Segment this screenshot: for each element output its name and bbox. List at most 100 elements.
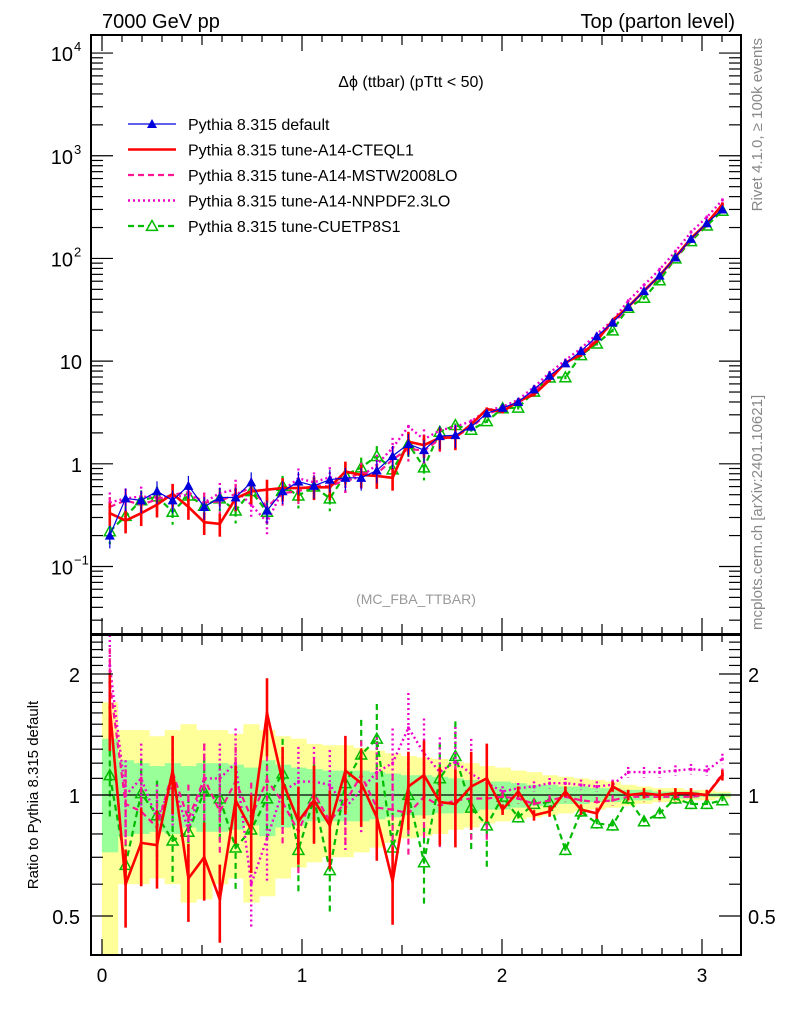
main-point [623, 301, 634, 311]
ratio-point [579, 808, 583, 812]
x-tick-label: 1 [297, 966, 308, 987]
ratio-point [359, 781, 363, 785]
main-point [324, 474, 335, 484]
x-tick-label: 3 [697, 966, 708, 987]
ratio-point [595, 784, 599, 788]
main-point [108, 511, 112, 515]
ratio-point [186, 817, 190, 821]
main-point [230, 492, 241, 502]
main-point [626, 299, 630, 303]
plot-title: Δϕ (ttbar) (pTtt < 50) [338, 74, 483, 91]
main-series-1 [108, 202, 724, 537]
y-tick-label: 10 [51, 44, 73, 66]
ratio-point [375, 815, 379, 819]
ratio-point [171, 769, 175, 773]
ratio-point [218, 809, 222, 813]
main-point [591, 331, 602, 341]
main-point [560, 358, 571, 368]
ratio-point [511, 810, 525, 823]
main-point [689, 230, 693, 234]
ratio-point [453, 802, 457, 806]
main-point [202, 520, 206, 524]
main-point [670, 252, 681, 262]
main-point [391, 476, 395, 480]
ratio-point [228, 840, 243, 853]
ratio-point [642, 791, 646, 795]
ratio-point [417, 855, 431, 868]
main-point [558, 370, 573, 383]
y-tick-label-exponent: 3 [74, 142, 81, 157]
ratio-point [501, 808, 505, 812]
ratio-point [391, 808, 395, 812]
ratio-point [186, 876, 190, 880]
ratio-point [684, 796, 698, 810]
ratio-point [108, 663, 112, 667]
ratio-point [323, 863, 337, 876]
main-point [532, 393, 536, 397]
main-point [658, 268, 662, 272]
ratio-point [391, 761, 395, 765]
main-series-0 [104, 204, 728, 549]
legend-entry: Pythia 8.315 tune-A14-MSTW2008LO [128, 168, 457, 185]
y-tick-label: 1 [71, 455, 82, 477]
main-point [481, 408, 492, 418]
ratio-line [108, 682, 724, 835]
ratio-point [595, 800, 599, 804]
main-point [387, 451, 398, 461]
ratio-point [213, 791, 227, 804]
main-point [340, 472, 351, 482]
legend-label: Pythia 8.315 tune-CUETP8S1 [188, 219, 401, 236]
ratio-point [689, 791, 693, 795]
main-point [450, 430, 461, 440]
ratio-point [532, 784, 536, 788]
ratio-point [328, 783, 332, 787]
header-left-label: 7000 GeV pp [102, 11, 220, 33]
ratio-point [165, 833, 180, 846]
main-point [246, 477, 257, 487]
y-tick-label-exponent: 2 [74, 244, 81, 259]
legend-entry: Pythia 8.315 default [128, 117, 330, 134]
y-tick-label-exponent: −1 [74, 552, 89, 567]
ratio-point [406, 726, 410, 730]
ratio-point [700, 796, 714, 810]
main-series-3 [108, 198, 724, 536]
main-point [529, 384, 539, 394]
ratio-point [689, 767, 693, 771]
ratio-point [595, 811, 599, 815]
ratio-y-tick-label-right: 1 [748, 786, 759, 808]
ratio-point [265, 711, 269, 715]
main-point [214, 492, 225, 502]
ratio-point [375, 770, 379, 774]
ratio-point [406, 784, 410, 788]
y-tick-label: 10 [60, 352, 82, 374]
main-point [136, 495, 147, 505]
main-point [293, 476, 304, 486]
ratio-point [563, 790, 567, 794]
ratio-point [480, 818, 494, 831]
ratio-point [642, 770, 646, 774]
legend-entry: Pythia 8.315 tune-A14-CTEQL1 [128, 143, 414, 160]
main-point [262, 505, 272, 515]
ratio-point [548, 798, 552, 802]
main-point [323, 491, 337, 504]
ratio-point [590, 816, 604, 829]
ratio-point [453, 760, 457, 764]
main-series-2 [108, 202, 724, 520]
ratio-point [532, 813, 536, 817]
ratio-point [611, 784, 615, 788]
legend-marker [147, 119, 157, 128]
ratio-point [296, 819, 300, 823]
ratio-point [668, 791, 683, 804]
main-point [654, 270, 665, 280]
ratio-point [328, 823, 332, 827]
ratio-point [715, 793, 730, 806]
ratio-point [202, 855, 206, 859]
ratio-point [249, 828, 253, 832]
ratio-point [705, 769, 709, 773]
main-point [607, 317, 618, 327]
legend-label: Pythia 8.315 default [188, 117, 330, 134]
main-point [497, 402, 508, 412]
ratio-point [234, 798, 238, 802]
main-point [183, 480, 194, 490]
main-point [605, 323, 620, 336]
